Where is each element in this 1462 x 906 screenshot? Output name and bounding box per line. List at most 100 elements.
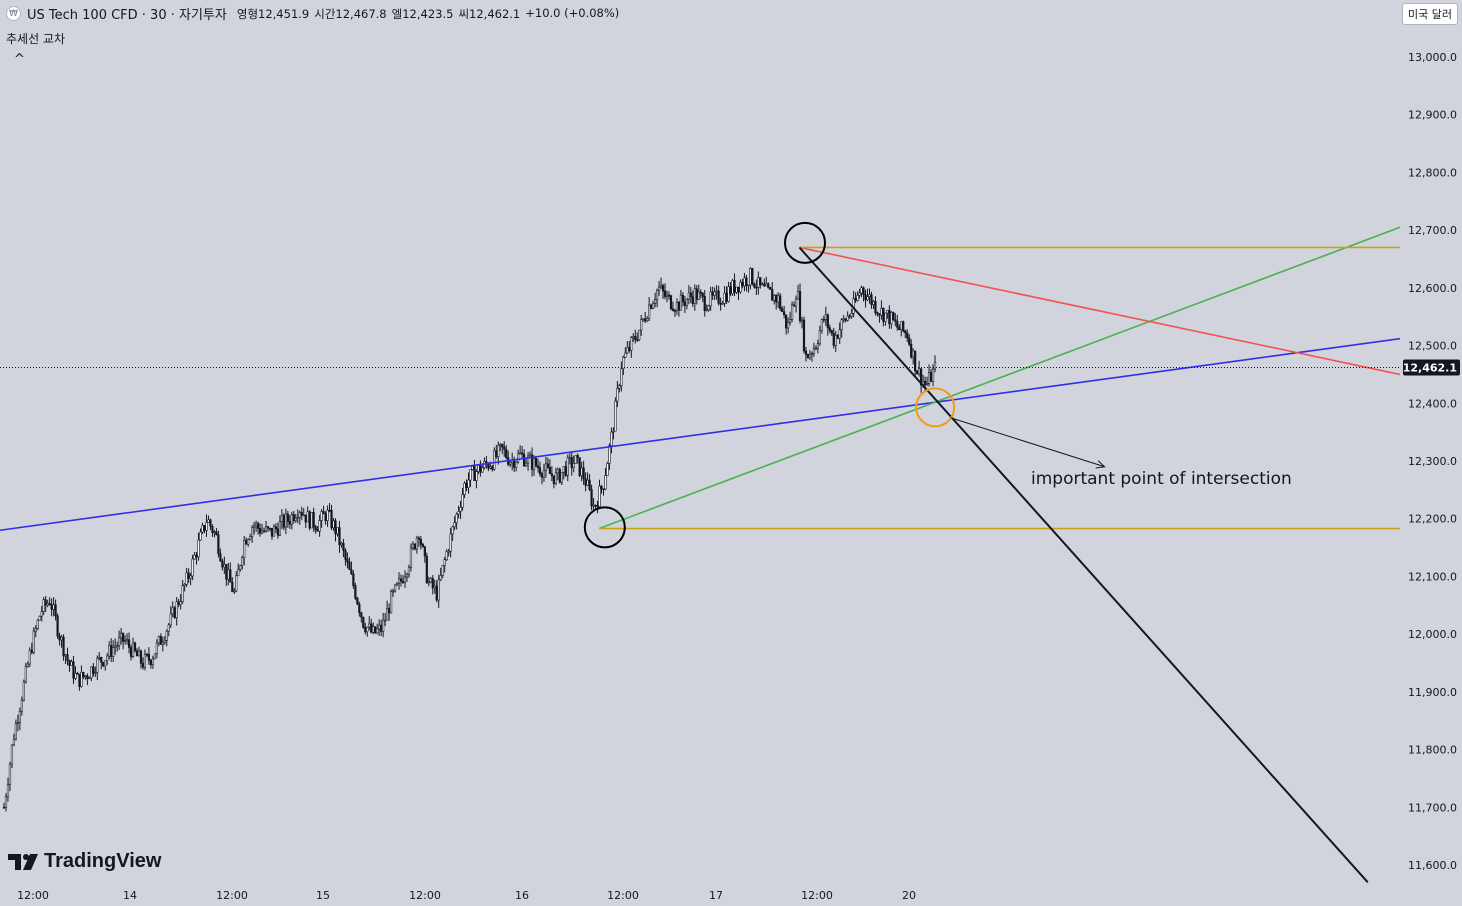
- price-tick-label: 12,100.0: [1408, 570, 1457, 583]
- candle-body: [12, 738, 16, 746]
- candle-body: [574, 455, 577, 464]
- candle-body: [689, 292, 692, 298]
- candle-body: [576, 455, 579, 458]
- candle-body: [608, 445, 611, 464]
- collapse-toggle[interactable]: ^: [14, 52, 25, 67]
- candle-body: [395, 582, 399, 586]
- price-tick-label: 11,600.0: [1408, 859, 1457, 872]
- candle-body: [354, 585, 357, 599]
- candle-body: [131, 642, 135, 658]
- annotation-text[interactable]: important point of intersection: [1031, 469, 1292, 489]
- candle-body: [282, 515, 285, 528]
- candle-body: [679, 294, 683, 311]
- candle-body: [122, 632, 125, 642]
- candle-body: [870, 294, 873, 305]
- candle-body: [906, 332, 909, 339]
- candle-body: [884, 312, 887, 322]
- candle-body: [586, 479, 589, 486]
- candle-body: [322, 511, 325, 515]
- candle-body: [864, 294, 867, 301]
- candle-body: [272, 526, 276, 537]
- candle-body: [890, 312, 893, 325]
- candle-body: [900, 321, 903, 331]
- candle-body: [129, 647, 133, 658]
- candle-body: [332, 520, 335, 529]
- candle-body: [777, 295, 780, 303]
- tradingview-logo-icon: [8, 853, 38, 870]
- candle-body: [340, 543, 343, 546]
- tradingview-logo[interactable]: TradingView: [8, 850, 161, 873]
- candle-body: [173, 607, 176, 619]
- candle-body: [177, 601, 180, 605]
- pivot-circle-1: [784, 221, 826, 264]
- candle-body: [765, 283, 768, 287]
- candle-body: [751, 268, 754, 285]
- candle-body: [114, 645, 117, 648]
- candle-body: [735, 286, 738, 293]
- candle-body: [681, 294, 684, 303]
- candle-body: [648, 304, 651, 320]
- price-axis[interactable]: 13,000.0 12,900.0 12,800.0 12,700.0 12,600.0…: [1403, 51, 1460, 872]
- currency-button[interactable]: 미국 달러: [1402, 3, 1458, 25]
- candle-body: [108, 645, 111, 657]
- candle-body: [709, 291, 712, 307]
- candle-body: [695, 288, 698, 300]
- candle-body: [169, 613, 172, 626]
- candle-body: [215, 531, 218, 536]
- candle-body: [245, 539, 248, 545]
- candle-body: [892, 312, 895, 321]
- candle-body: [616, 388, 619, 402]
- indicator-label[interactable]: 추세선 교차: [6, 32, 66, 46]
- candle-body: [469, 469, 472, 481]
- candle-body: [439, 575, 442, 581]
- candle-body: [779, 295, 782, 309]
- close-value: 12,462.1: [469, 6, 521, 21]
- candle-body: [433, 585, 436, 589]
- candle-body: [102, 661, 105, 667]
- price-tick-label: 12,200.0: [1408, 513, 1457, 526]
- candle-body: [80, 671, 83, 687]
- candle-body: [546, 463, 550, 468]
- price-tick-label: 12,800.0: [1408, 166, 1457, 179]
- candle-body: [50, 604, 53, 610]
- time-axis[interactable]: 12:00 14 12:00 15 12:00 16 12:00 17 12:00 20: [17, 889, 916, 902]
- price-tick-label: 11,900.0: [1408, 686, 1457, 699]
- candle-body: [886, 310, 889, 314]
- candle-body: [669, 295, 673, 310]
- candle-body: [650, 304, 653, 309]
- candle-body: [826, 314, 829, 328]
- candle-body: [487, 463, 490, 469]
- candle-body: [302, 514, 305, 517]
- symbol-title[interactable]: US Tech 100 CFD · 30 · 자기투자: [27, 8, 227, 23]
- candle-body: [100, 656, 103, 663]
- trendlines-layer: [0, 226, 1401, 883]
- candle-body: [918, 368, 921, 375]
- candle-body: [338, 527, 341, 546]
- candle-body: [66, 654, 69, 661]
- candle-body: [654, 299, 657, 304]
- last-price-label: 12,462.1: [1403, 361, 1457, 374]
- price-tick-label: 12,600.0: [1408, 282, 1457, 295]
- candle-body: [431, 578, 434, 589]
- candle-body: [461, 494, 464, 508]
- candle-body: [251, 527, 254, 537]
- candle-body: [84, 675, 87, 678]
- candle-body: [687, 292, 690, 300]
- candle-body: [280, 515, 284, 522]
- candle-body: [453, 522, 456, 528]
- candle-body: [840, 319, 843, 330]
- candle-body: [747, 284, 750, 287]
- candle-body: [707, 305, 710, 310]
- candle-body: [699, 291, 702, 294]
- candle-body: [18, 710, 21, 723]
- candle-body: [445, 551, 448, 561]
- candle-body: [415, 537, 418, 550]
- candle-body: [703, 296, 706, 311]
- candle-body: [667, 294, 671, 297]
- candle-body: [141, 662, 145, 668]
- time-tick-label: 14: [123, 889, 137, 902]
- candle-body: [731, 280, 734, 294]
- candle-body: [253, 525, 256, 528]
- candle-body: [854, 298, 857, 301]
